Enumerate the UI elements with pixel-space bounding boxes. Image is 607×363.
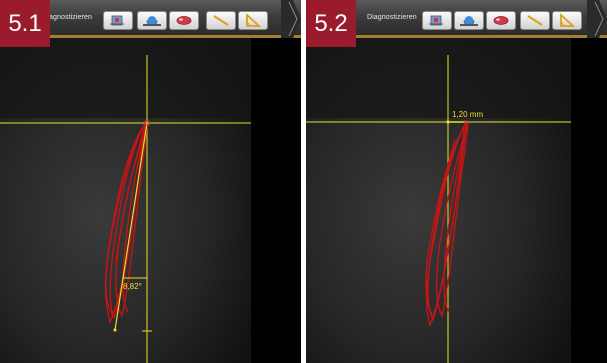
ruler-line-icon bbox=[213, 15, 229, 26]
ruler-line-button[interactable] bbox=[520, 11, 550, 30]
scan-tool-icon bbox=[110, 15, 124, 26]
angle-measurement: 8,82° bbox=[113, 120, 152, 332]
angle-tool-icon bbox=[560, 12, 576, 27]
angle-tool-button[interactable] bbox=[238, 11, 268, 30]
ruler-line-button[interactable] bbox=[206, 11, 236, 30]
ct-scan-view[interactable]: 1,20 mm bbox=[306, 38, 607, 363]
implant-tool-button[interactable] bbox=[486, 11, 516, 30]
toolbar: agnostizieren bbox=[0, 0, 301, 38]
rotate-view-button[interactable] bbox=[137, 11, 167, 30]
scan-tool-button[interactable] bbox=[103, 11, 133, 30]
toolbar: Diagnostizieren bbox=[306, 0, 607, 38]
distance-value-label: 1,20 mm bbox=[452, 110, 483, 119]
toolbar-diagnose-label[interactable]: agnostizieren bbox=[49, 14, 92, 21]
ct-scan-view[interactable]: 8,82° bbox=[0, 38, 301, 363]
ruler-line-icon bbox=[527, 15, 543, 26]
scan-tool-icon bbox=[429, 15, 443, 26]
figure-badge: 5.2 bbox=[306, 0, 356, 47]
measurement-handle[interactable] bbox=[464, 120, 468, 124]
scan-tool-button[interactable] bbox=[422, 11, 452, 30]
viewer-panel-5-1: agnostizieren bbox=[0, 0, 301, 363]
measurement-handle[interactable] bbox=[446, 120, 450, 124]
implant-icon bbox=[176, 16, 192, 25]
toolbar-arrow-icon bbox=[587, 0, 607, 38]
rotate-view-icon bbox=[460, 15, 478, 26]
viewer-panel-5-2: Diagnostizieren bbox=[306, 0, 607, 363]
distance-measurement: 1,20 mm bbox=[446, 110, 483, 124]
toolbar-arrow-icon bbox=[281, 0, 301, 38]
tooth-outline bbox=[425, 121, 469, 327]
angle-tool-button[interactable] bbox=[552, 11, 582, 30]
implant-tool-button[interactable] bbox=[169, 11, 199, 30]
black-margin bbox=[251, 38, 301, 363]
axis-line bbox=[114, 122, 148, 331]
rotate-view-button[interactable] bbox=[454, 11, 484, 30]
implant-icon bbox=[493, 16, 509, 25]
measurement-handle[interactable] bbox=[113, 328, 117, 332]
angle-tool-icon bbox=[246, 12, 262, 27]
figure-badge: 5.1 bbox=[0, 0, 50, 47]
black-margin bbox=[571, 38, 607, 363]
toolbar-diagnose-label[interactable]: Diagnostizieren bbox=[367, 14, 417, 21]
angle-value-label: 8,82° bbox=[123, 282, 142, 291]
rotate-view-icon bbox=[143, 15, 161, 26]
measurement-handle[interactable] bbox=[144, 120, 150, 126]
